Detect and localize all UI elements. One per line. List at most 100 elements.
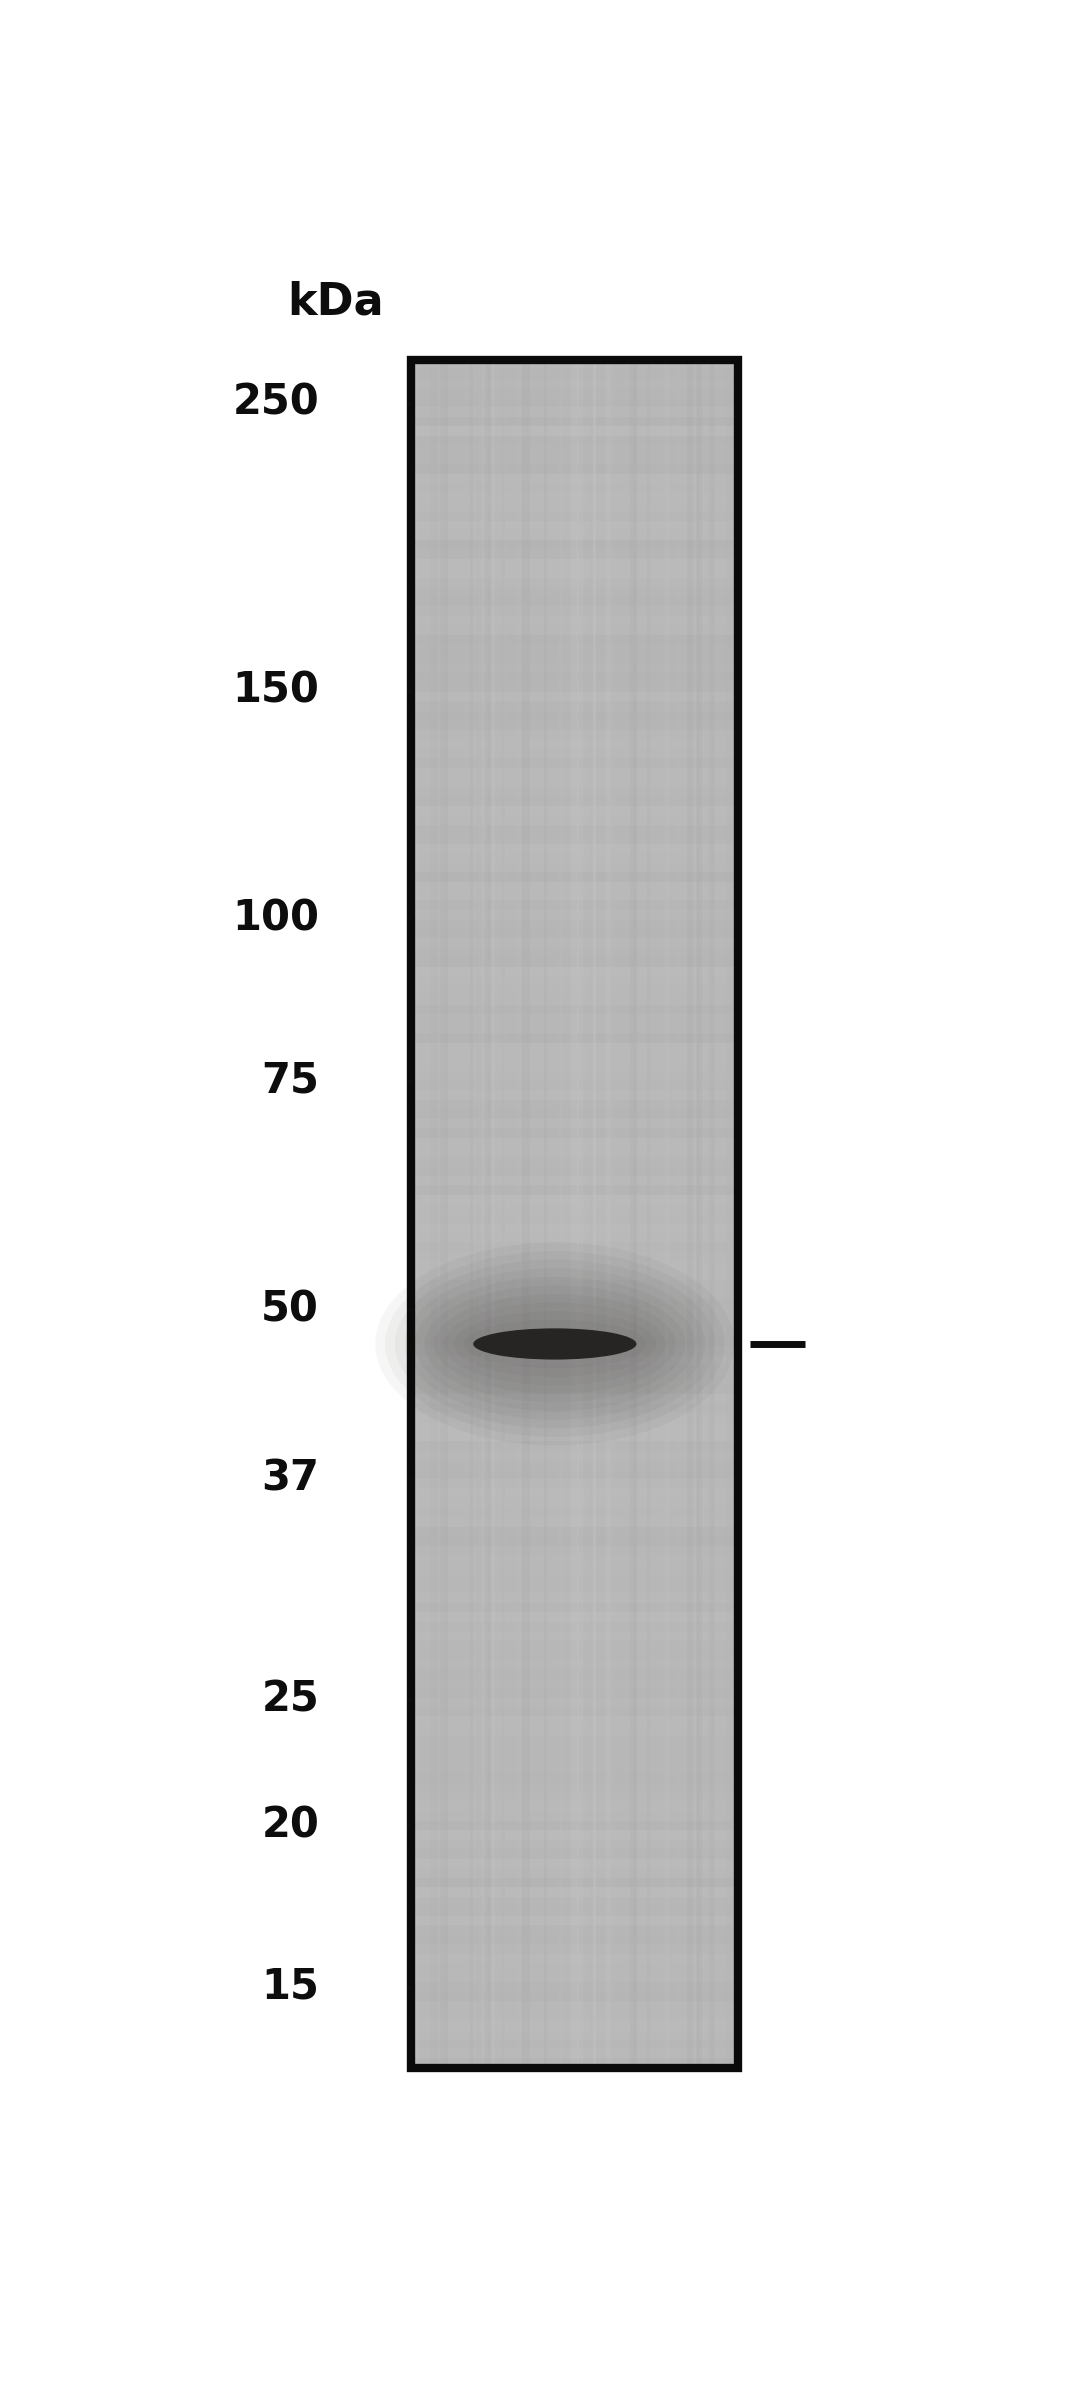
- Bar: [411, 417, 738, 427]
- Bar: [411, 1023, 738, 1033]
- Bar: [411, 1412, 738, 1421]
- Bar: [411, 1660, 738, 1669]
- Bar: [630, 360, 636, 2068]
- Bar: [411, 644, 738, 653]
- Bar: [411, 673, 738, 682]
- Bar: [411, 1774, 738, 1784]
- Bar: [411, 568, 738, 577]
- Bar: [411, 806, 738, 816]
- Bar: [633, 360, 637, 2068]
- Bar: [411, 1603, 738, 1612]
- Text: 75: 75: [261, 1059, 320, 1102]
- Bar: [411, 1090, 738, 1099]
- Bar: [494, 360, 499, 2068]
- Bar: [483, 360, 487, 2068]
- Bar: [411, 2030, 738, 2039]
- Bar: [523, 360, 530, 2068]
- Bar: [411, 1507, 738, 1517]
- Bar: [411, 1858, 738, 1867]
- Bar: [411, 577, 738, 587]
- Bar: [411, 1670, 738, 1679]
- Bar: [411, 711, 738, 720]
- Bar: [411, 892, 738, 902]
- Bar: [411, 1014, 738, 1023]
- Bar: [411, 1431, 738, 1441]
- Bar: [411, 768, 738, 778]
- Bar: [411, 1233, 738, 1243]
- Bar: [470, 360, 473, 2068]
- Bar: [411, 1925, 738, 1934]
- Bar: [415, 360, 419, 2068]
- Bar: [411, 854, 738, 863]
- Bar: [411, 692, 738, 701]
- Bar: [411, 2058, 738, 2068]
- Bar: [411, 1746, 738, 1755]
- Bar: [411, 1679, 738, 1689]
- Bar: [411, 398, 738, 408]
- Bar: [411, 1574, 738, 1584]
- Bar: [411, 1498, 738, 1507]
- Bar: [411, 2011, 738, 2020]
- Bar: [411, 1784, 738, 1794]
- Bar: [411, 778, 738, 787]
- Bar: [411, 1915, 738, 1925]
- Bar: [411, 1071, 738, 1080]
- Bar: [411, 758, 738, 768]
- Bar: [411, 1393, 738, 1402]
- Bar: [411, 1736, 738, 1746]
- Bar: [411, 549, 738, 558]
- Bar: [411, 1224, 738, 1233]
- Bar: [411, 408, 738, 417]
- Bar: [411, 1829, 738, 1839]
- Bar: [411, 1176, 738, 1185]
- Bar: [411, 1555, 738, 1565]
- Bar: [485, 360, 491, 2068]
- Bar: [411, 1214, 738, 1224]
- Bar: [411, 2020, 738, 2030]
- Bar: [411, 1328, 738, 1338]
- Text: 250: 250: [232, 382, 320, 425]
- Bar: [411, 1441, 738, 1450]
- Bar: [411, 1794, 738, 1803]
- Bar: [411, 1185, 738, 1195]
- Bar: [411, 1991, 738, 2001]
- Bar: [411, 427, 738, 436]
- Text: 50: 50: [261, 1288, 320, 1331]
- Bar: [411, 911, 738, 921]
- Bar: [411, 484, 738, 491]
- Bar: [411, 930, 738, 937]
- Bar: [593, 360, 596, 2068]
- Bar: [411, 1119, 738, 1128]
- Bar: [411, 1309, 738, 1319]
- Bar: [411, 863, 738, 873]
- Text: 15: 15: [261, 1965, 320, 2008]
- Text: kDa: kDa: [287, 281, 384, 324]
- Bar: [411, 1526, 738, 1536]
- Bar: [411, 1953, 738, 1963]
- Bar: [711, 360, 715, 2068]
- Bar: [590, 360, 596, 2068]
- Bar: [633, 360, 637, 2068]
- Bar: [411, 1848, 738, 1858]
- Bar: [411, 1033, 738, 1042]
- Bar: [411, 587, 738, 596]
- Bar: [411, 1488, 738, 1498]
- Bar: [543, 360, 546, 2068]
- Bar: [411, 653, 738, 663]
- Bar: [411, 1319, 738, 1328]
- Bar: [411, 1450, 738, 1460]
- Bar: [411, 625, 738, 634]
- Bar: [411, 1052, 738, 1061]
- Bar: [411, 1963, 738, 1972]
- Bar: [411, 966, 738, 975]
- Bar: [571, 360, 578, 2068]
- Bar: [421, 360, 424, 2068]
- Bar: [411, 2049, 738, 2058]
- Bar: [590, 360, 594, 2068]
- Bar: [411, 937, 738, 947]
- Bar: [663, 360, 666, 2068]
- Bar: [411, 1252, 738, 1262]
- Bar: [411, 1109, 738, 1119]
- Bar: [411, 902, 738, 911]
- Bar: [411, 1383, 738, 1393]
